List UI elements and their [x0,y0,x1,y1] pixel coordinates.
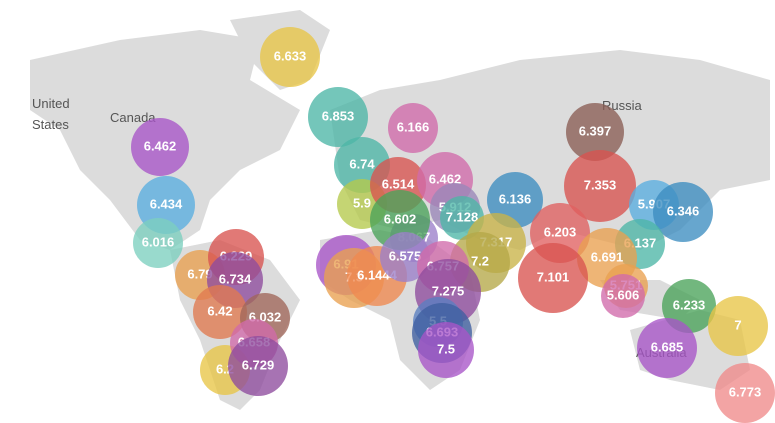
bubble-label: 6.016 [142,234,175,249]
bubble-label: 6.136 [499,191,532,206]
bubble [637,318,697,378]
bubble [133,218,183,268]
bubble-label: 6.691 [591,249,624,264]
bubble-label: 6.462 [144,138,177,153]
bubble-label: 6.203 [544,224,577,239]
bubble-label: 5.9 [353,195,371,210]
bubble-label: 7.128 [446,209,479,224]
bubble-label: 6.166 [397,119,430,134]
bubble-label: 7.275 [432,283,465,298]
bubble-label: 6.79 [187,266,212,281]
bubble-label: 6.42 [207,303,232,318]
bubble [388,103,438,153]
bubble-label: 6.734 [219,271,252,286]
bubble [518,243,588,313]
bubble [418,322,474,378]
country-label: States [32,117,69,132]
bubble-label: 6.575 [389,248,422,263]
bubble-label: 6.74 [349,156,375,171]
bubble-label: 7.353 [584,177,617,192]
country-label: Canada [110,110,156,125]
bubble-label: 7.5 [437,341,455,356]
bubble [601,274,645,318]
bubble-label: 6.434 [150,196,183,211]
country-label: United [32,96,70,111]
bubble [653,182,713,242]
bubble-label: 6.685 [651,339,684,354]
bubble [260,27,320,87]
bubble-label: 7.101 [537,269,570,284]
bubble-label: 6.346 [667,203,700,218]
bubble [228,336,288,396]
bubble [131,118,189,176]
bubble [715,363,775,423]
bubble-label: 6.729 [242,357,275,372]
bubble-label: 6.633 [274,48,307,63]
bubble-label: 6.397 [579,123,612,138]
bubble-label: 7 [734,317,741,332]
bubble-label: 6.514 [382,176,415,191]
bubble-label: 6.462 [429,171,462,186]
bubble [193,285,247,339]
bubble [564,150,636,222]
bubble-label: 6.773 [729,384,762,399]
bubble [708,296,768,356]
bubble-label: 6.853 [322,108,355,123]
bubble-label: 6.602 [384,211,417,226]
bubble-label: 6.233 [673,297,706,312]
bubble-label: 7.2 [471,253,489,268]
bubble [308,87,368,147]
bubble [566,103,624,161]
bubble-label: 5.606 [607,287,640,302]
